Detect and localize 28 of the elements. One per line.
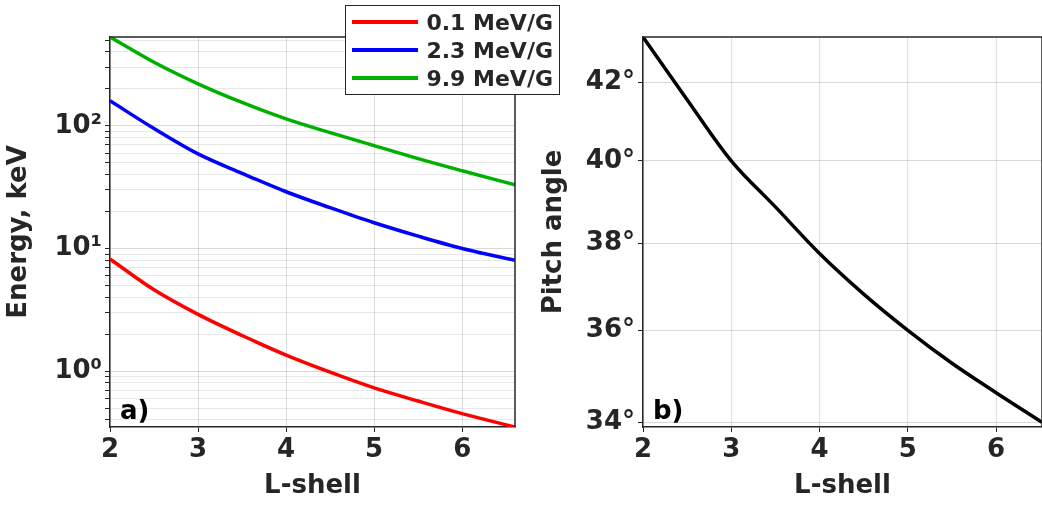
y-tick-label: 10⁰	[54, 353, 102, 384]
x-tick-label: 4	[277, 433, 296, 464]
y-tick-label: 34°	[585, 405, 635, 436]
line-series	[110, 99, 515, 263]
legend-label: 0.1 MeV/G	[426, 9, 553, 35]
y-tick-label: 10²	[54, 108, 102, 139]
x-tick-label: 5	[898, 433, 917, 464]
annotation: b)	[653, 394, 684, 425]
y-tick-label: 10¹	[54, 231, 102, 262]
annotation: a)	[120, 394, 150, 425]
y-tick-label: 38°	[585, 226, 635, 257]
y-axis-title: Energy, keV	[2, 145, 33, 319]
x-tick-label: 6	[987, 433, 1006, 464]
x-tick-label: 3	[722, 433, 741, 464]
y-tick-label: 36°	[585, 313, 635, 344]
x-tick-label: 2	[100, 433, 120, 464]
x-tick-label: 6	[453, 433, 472, 464]
y-tick-label: 42°	[585, 65, 635, 96]
y-axis-title: Pitch angle	[537, 149, 568, 315]
legend-label: 9.9 MeV/G	[426, 65, 553, 91]
x-axis-title: L-shell	[264, 469, 361, 500]
x-tick-label: 5	[365, 433, 384, 464]
legend-label: 2.3 MeV/G	[426, 37, 553, 63]
x-tick-label: 2	[633, 433, 653, 464]
x-tick-label: 4	[810, 433, 829, 464]
x-axis-title: L-shell	[794, 469, 891, 500]
y-tick-label: 40°	[585, 143, 635, 174]
x-tick-label: 3	[189, 433, 208, 464]
